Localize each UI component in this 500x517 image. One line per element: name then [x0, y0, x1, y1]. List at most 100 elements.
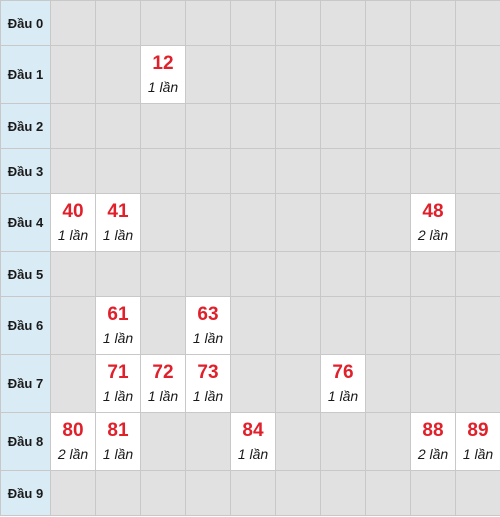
empty-cell: [275, 251, 321, 297]
occurrence-count: 2 lần: [417, 227, 449, 243]
empty-cell: [320, 45, 366, 104]
empty-cell: [230, 0, 276, 46]
empty-cell: [410, 45, 456, 104]
empty-cell: [275, 193, 321, 252]
empty-cell: [320, 296, 366, 355]
number-cell: 84 1 lần: [230, 412, 276, 471]
empty-cell: [50, 103, 96, 149]
empty-cell: [275, 45, 321, 104]
empty-cell: [230, 45, 276, 104]
empty-cell: [140, 0, 186, 46]
table-row: Đầu 8 80 2 lần 81 1 lần 84 1 lần 88 2 lần 89 1 lần: [0, 412, 500, 471]
number-cell: 63 1 lần: [185, 296, 231, 355]
occurrence-count: 1 lần: [192, 388, 224, 404]
empty-cell: [95, 45, 141, 104]
row-label: Đầu 2: [0, 103, 51, 149]
loto-number: 81: [107, 420, 129, 441]
empty-cell: [185, 470, 231, 516]
empty-cell: [50, 296, 96, 355]
empty-cell: [140, 148, 186, 194]
empty-cell: [365, 148, 411, 194]
row-label: Đầu 9: [0, 470, 51, 516]
empty-cell: [230, 148, 276, 194]
occurrence-count: 1 lần: [147, 79, 179, 95]
occurrence-count: 1 lần: [102, 388, 134, 404]
empty-cell: [365, 354, 411, 413]
empty-cell: [410, 251, 456, 297]
empty-cell: [185, 103, 231, 149]
empty-cell: [140, 193, 186, 252]
loto-number: 61: [107, 304, 129, 325]
table-row: Đầu 0: [0, 0, 500, 46]
empty-cell: [95, 0, 141, 46]
table-row: Đầu 5: [0, 251, 500, 297]
empty-cell: [410, 103, 456, 149]
empty-cell: [140, 470, 186, 516]
number-cell: 73 1 lần: [185, 354, 231, 413]
empty-cell: [455, 470, 500, 516]
occurrence-count: 1 lần: [237, 446, 269, 462]
table-row: Đầu 3: [0, 148, 500, 194]
row-label: Đầu 5: [0, 251, 51, 297]
empty-cell: [365, 412, 411, 471]
empty-cell: [365, 470, 411, 516]
occurrence-count: 1 lần: [102, 446, 134, 462]
empty-cell: [275, 0, 321, 46]
loto-number: 84: [242, 420, 264, 441]
empty-cell: [410, 0, 456, 46]
number-cell: 89 1 lần: [455, 412, 500, 471]
empty-cell: [95, 251, 141, 297]
empty-cell: [50, 470, 96, 516]
loto-number: 88: [422, 420, 444, 441]
empty-cell: [320, 470, 366, 516]
occurrence-count: 1 lần: [192, 330, 224, 346]
empty-cell: [320, 103, 366, 149]
row-label: Đầu 0: [0, 0, 51, 46]
empty-cell: [50, 354, 96, 413]
occurrence-count: 1 lần: [147, 388, 179, 404]
loto-number: 48: [422, 201, 444, 222]
loto-number: 12: [152, 53, 174, 74]
loto-number: 63: [197, 304, 219, 325]
empty-cell: [455, 251, 500, 297]
table-row: Đầu 2: [0, 103, 500, 149]
loto-number: 71: [107, 362, 129, 383]
empty-cell: [455, 296, 500, 355]
number-cell: 41 1 lần: [95, 193, 141, 252]
empty-cell: [455, 103, 500, 149]
empty-cell: [275, 103, 321, 149]
empty-cell: [455, 354, 500, 413]
occurrence-count: 1 lần: [57, 227, 89, 243]
empty-cell: [320, 251, 366, 297]
empty-cell: [185, 45, 231, 104]
empty-cell: [275, 148, 321, 194]
table-row: Đầu 9: [0, 470, 500, 516]
empty-cell: [140, 412, 186, 471]
number-cell: 76 1 lần: [320, 354, 366, 413]
empty-cell: [410, 470, 456, 516]
empty-cell: [320, 412, 366, 471]
loto-number: 89: [467, 420, 489, 441]
number-cell: 48 2 lần: [410, 193, 456, 252]
row-label: Đầu 4: [0, 193, 51, 252]
empty-cell: [50, 251, 96, 297]
occurrence-count: 2 lần: [417, 446, 449, 462]
empty-cell: [320, 148, 366, 194]
empty-cell: [230, 296, 276, 355]
empty-cell: [230, 354, 276, 413]
empty-cell: [365, 45, 411, 104]
number-cell: 80 2 lần: [50, 412, 96, 471]
number-cell: 81 1 lần: [95, 412, 141, 471]
empty-cell: [275, 354, 321, 413]
empty-cell: [185, 0, 231, 46]
empty-cell: [140, 103, 186, 149]
occurrence-count: 1 lần: [462, 446, 494, 462]
empty-cell: [230, 103, 276, 149]
loto-number: 72: [152, 362, 174, 383]
empty-cell: [230, 470, 276, 516]
loto-number: 41: [107, 201, 129, 222]
number-cell: 72 1 lần: [140, 354, 186, 413]
number-cell: 61 1 lần: [95, 296, 141, 355]
empty-cell: [95, 103, 141, 149]
